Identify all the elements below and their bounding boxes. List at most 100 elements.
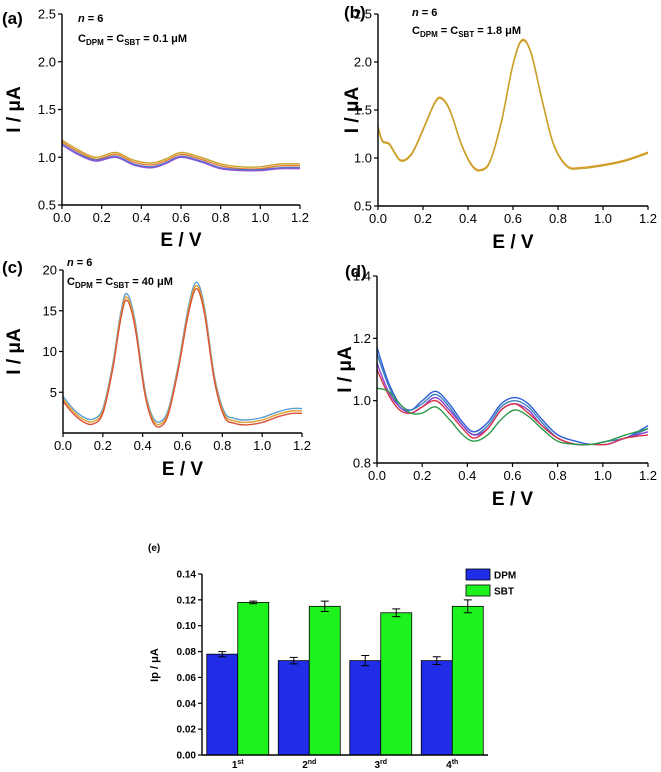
panel-a: 0.0 0.2 0.4 0.6 0.8 1.0 1.2 0.5 1.0 1.5 2.0 2.5 E / … bbox=[4, 7, 309, 252]
y-tick-label-e: 0.10 bbox=[177, 621, 197, 632]
x-tick-label-b: 0.2 bbox=[414, 211, 432, 226]
bar-dpm-2 bbox=[277, 660, 310, 756]
error-bar-sbt-1 bbox=[249, 600, 258, 605]
x-tick-label-c: 1.2 bbox=[293, 438, 311, 453]
x-tick-label-d: 1.0 bbox=[594, 468, 612, 483]
series-line-d-5 bbox=[376, 387, 649, 446]
y-tick-label-e: 0.00 bbox=[177, 751, 197, 762]
y-tick-label-e: 0.08 bbox=[177, 647, 197, 658]
y-tick-label-c: 20 bbox=[43, 263, 57, 278]
x-tick-label-b: 0.4 bbox=[459, 211, 477, 226]
series-line-a-3 bbox=[61, 143, 301, 171]
legend-label-sbt: SBT bbox=[494, 587, 514, 598]
series-line-d-1 bbox=[376, 347, 649, 445]
x-tick-label-a: 0.0 bbox=[53, 210, 71, 225]
x-tick-label-d: 0.2 bbox=[413, 468, 431, 483]
y-tick-label-e: 0.04 bbox=[177, 699, 197, 710]
x-tick-label-a: 0.8 bbox=[212, 210, 230, 225]
x-axis-label-b: E / V bbox=[492, 232, 534, 253]
panel-label-c: (c) bbox=[2, 258, 23, 277]
x-tick-label-c: 0.8 bbox=[213, 438, 231, 453]
x-tick-label-b: 0.0 bbox=[369, 211, 387, 226]
series-line-a-2 bbox=[61, 141, 301, 170]
panel-label-d: (d) bbox=[345, 262, 367, 281]
series-line-c-2 bbox=[62, 284, 303, 426]
x-tick-label-c: 0.2 bbox=[94, 438, 112, 453]
y-tick-label-a: 1.0 bbox=[38, 150, 56, 165]
bar-sbt-3 bbox=[380, 612, 413, 756]
y-axis-label-c: I / μA bbox=[4, 328, 25, 375]
y-axis-label-b: I / μA bbox=[342, 86, 363, 133]
y-tick-label-e: 0.12 bbox=[177, 595, 197, 606]
error-bar-dpm-2 bbox=[289, 656, 298, 665]
error-bar-sbt-2 bbox=[320, 600, 329, 612]
annotation-conc-b: CDPM = CSBT = 1.8 μM bbox=[412, 25, 521, 39]
x-tick-label-d: 0.8 bbox=[549, 468, 567, 483]
annotation-n-a: n = 6 bbox=[78, 13, 103, 25]
x-tick-label-b: 1.2 bbox=[639, 211, 657, 226]
panel-label-a: (a) bbox=[2, 9, 23, 28]
x-tick-label-e: 3rd bbox=[374, 759, 387, 771]
y-tick-label-a: 0.5 bbox=[38, 198, 56, 213]
y-tick-label-a: 1.5 bbox=[38, 102, 56, 117]
x-tick-label-b: 0.6 bbox=[504, 211, 522, 226]
legend-swatch-sbt bbox=[465, 584, 491, 597]
panel-label-b: (b) bbox=[344, 3, 366, 22]
x-tick-label-c: 0.6 bbox=[173, 438, 191, 453]
x-axis-label-d: E / V bbox=[492, 489, 534, 510]
y-tick-label-a: 2.0 bbox=[38, 54, 56, 69]
error-bar-dpm-3 bbox=[361, 654, 370, 667]
x-tick-label-c: 0.0 bbox=[54, 438, 72, 453]
legend-swatch-dpm bbox=[465, 568, 491, 581]
y-tick-label-e: 0.14 bbox=[177, 570, 197, 581]
error-bar-dpm-1 bbox=[218, 651, 227, 658]
y-tick-label-d: 0.8 bbox=[353, 456, 371, 471]
series-line-d-2 bbox=[376, 353, 649, 446]
bar-dpm-3 bbox=[349, 660, 382, 756]
bar-sbt-2 bbox=[308, 605, 341, 756]
y-tick-label-b: 2.0 bbox=[354, 55, 372, 70]
x-tick-label-e: 4th bbox=[446, 759, 458, 771]
error-bar-dpm-4 bbox=[432, 656, 441, 665]
bar-dpm-1 bbox=[206, 653, 239, 756]
x-tick-label-d: 0.0 bbox=[368, 468, 386, 483]
annotation-n-c: n = 6 bbox=[67, 257, 92, 269]
error-bar-sbt-3 bbox=[392, 608, 401, 618]
panel-label-e: (e) bbox=[148, 543, 160, 554]
y-tick-label-c: 15 bbox=[43, 303, 57, 318]
annotation-conc-c: CDPM = CSBT = 40 μM bbox=[67, 276, 173, 290]
x-tick-label-b: 0.8 bbox=[549, 211, 567, 226]
y-axis-label-e: Ip / μA bbox=[149, 648, 161, 682]
bar-dpm-4 bbox=[420, 660, 453, 756]
y-tick-label-b: 0.5 bbox=[354, 199, 372, 214]
y-tick-label-e: 0.06 bbox=[177, 673, 197, 684]
x-axis-label-c: E / V bbox=[162, 459, 204, 480]
legend-label-dpm: DPM bbox=[494, 571, 516, 582]
series-line-a-1 bbox=[61, 139, 301, 168]
series-line-c-3 bbox=[62, 288, 303, 428]
y-tick-label-d: 1.0 bbox=[353, 393, 371, 408]
y-axis-label-d: I / μA bbox=[335, 346, 356, 393]
panel-d: 0.0 0.2 0.4 0.6 0.8 1.0 1.2 0.8 1.0 1.2 1.4 E / V I … bbox=[335, 269, 657, 511]
series-line-c-1 bbox=[62, 281, 303, 423]
x-tick-label-d: 1.2 bbox=[639, 468, 657, 483]
y-tick-label-b: 2.5 bbox=[354, 7, 372, 22]
y-tick-label-d: 1.2 bbox=[353, 331, 371, 346]
x-tick-label-c: 0.4 bbox=[134, 438, 152, 453]
panel-b: 0.0 0.2 0.4 0.6 0.8 1.0 1.2 0.5 1.0 1.5 2.0 2.5 E / … bbox=[342, 7, 657, 254]
series-line-b-1 bbox=[377, 38, 649, 171]
x-tick-label-d: 0.4 bbox=[458, 468, 476, 483]
x-tick-label-a: 0.6 bbox=[172, 210, 190, 225]
bar-sbt-1 bbox=[237, 602, 270, 756]
annotation-conc-a: CDPM = CSBT = 0.1 μM bbox=[78, 33, 187, 47]
panel-c: 0.0 0.2 0.4 0.6 0.8 1.0 1.2 5 10 15 20 E / V I / μA bbox=[4, 263, 311, 481]
y-tick-label-c: 10 bbox=[43, 344, 57, 359]
x-tick-label-e: 1st bbox=[232, 759, 244, 771]
x-tick-label-b: 1.0 bbox=[594, 211, 612, 226]
y-tick-label-d: 1.4 bbox=[353, 269, 371, 284]
series-line-a-4 bbox=[61, 144, 301, 172]
bar-sbt-4 bbox=[451, 605, 484, 756]
x-tick-label-a: 1.2 bbox=[291, 210, 309, 225]
error-bar-sbt-4 bbox=[463, 599, 472, 614]
